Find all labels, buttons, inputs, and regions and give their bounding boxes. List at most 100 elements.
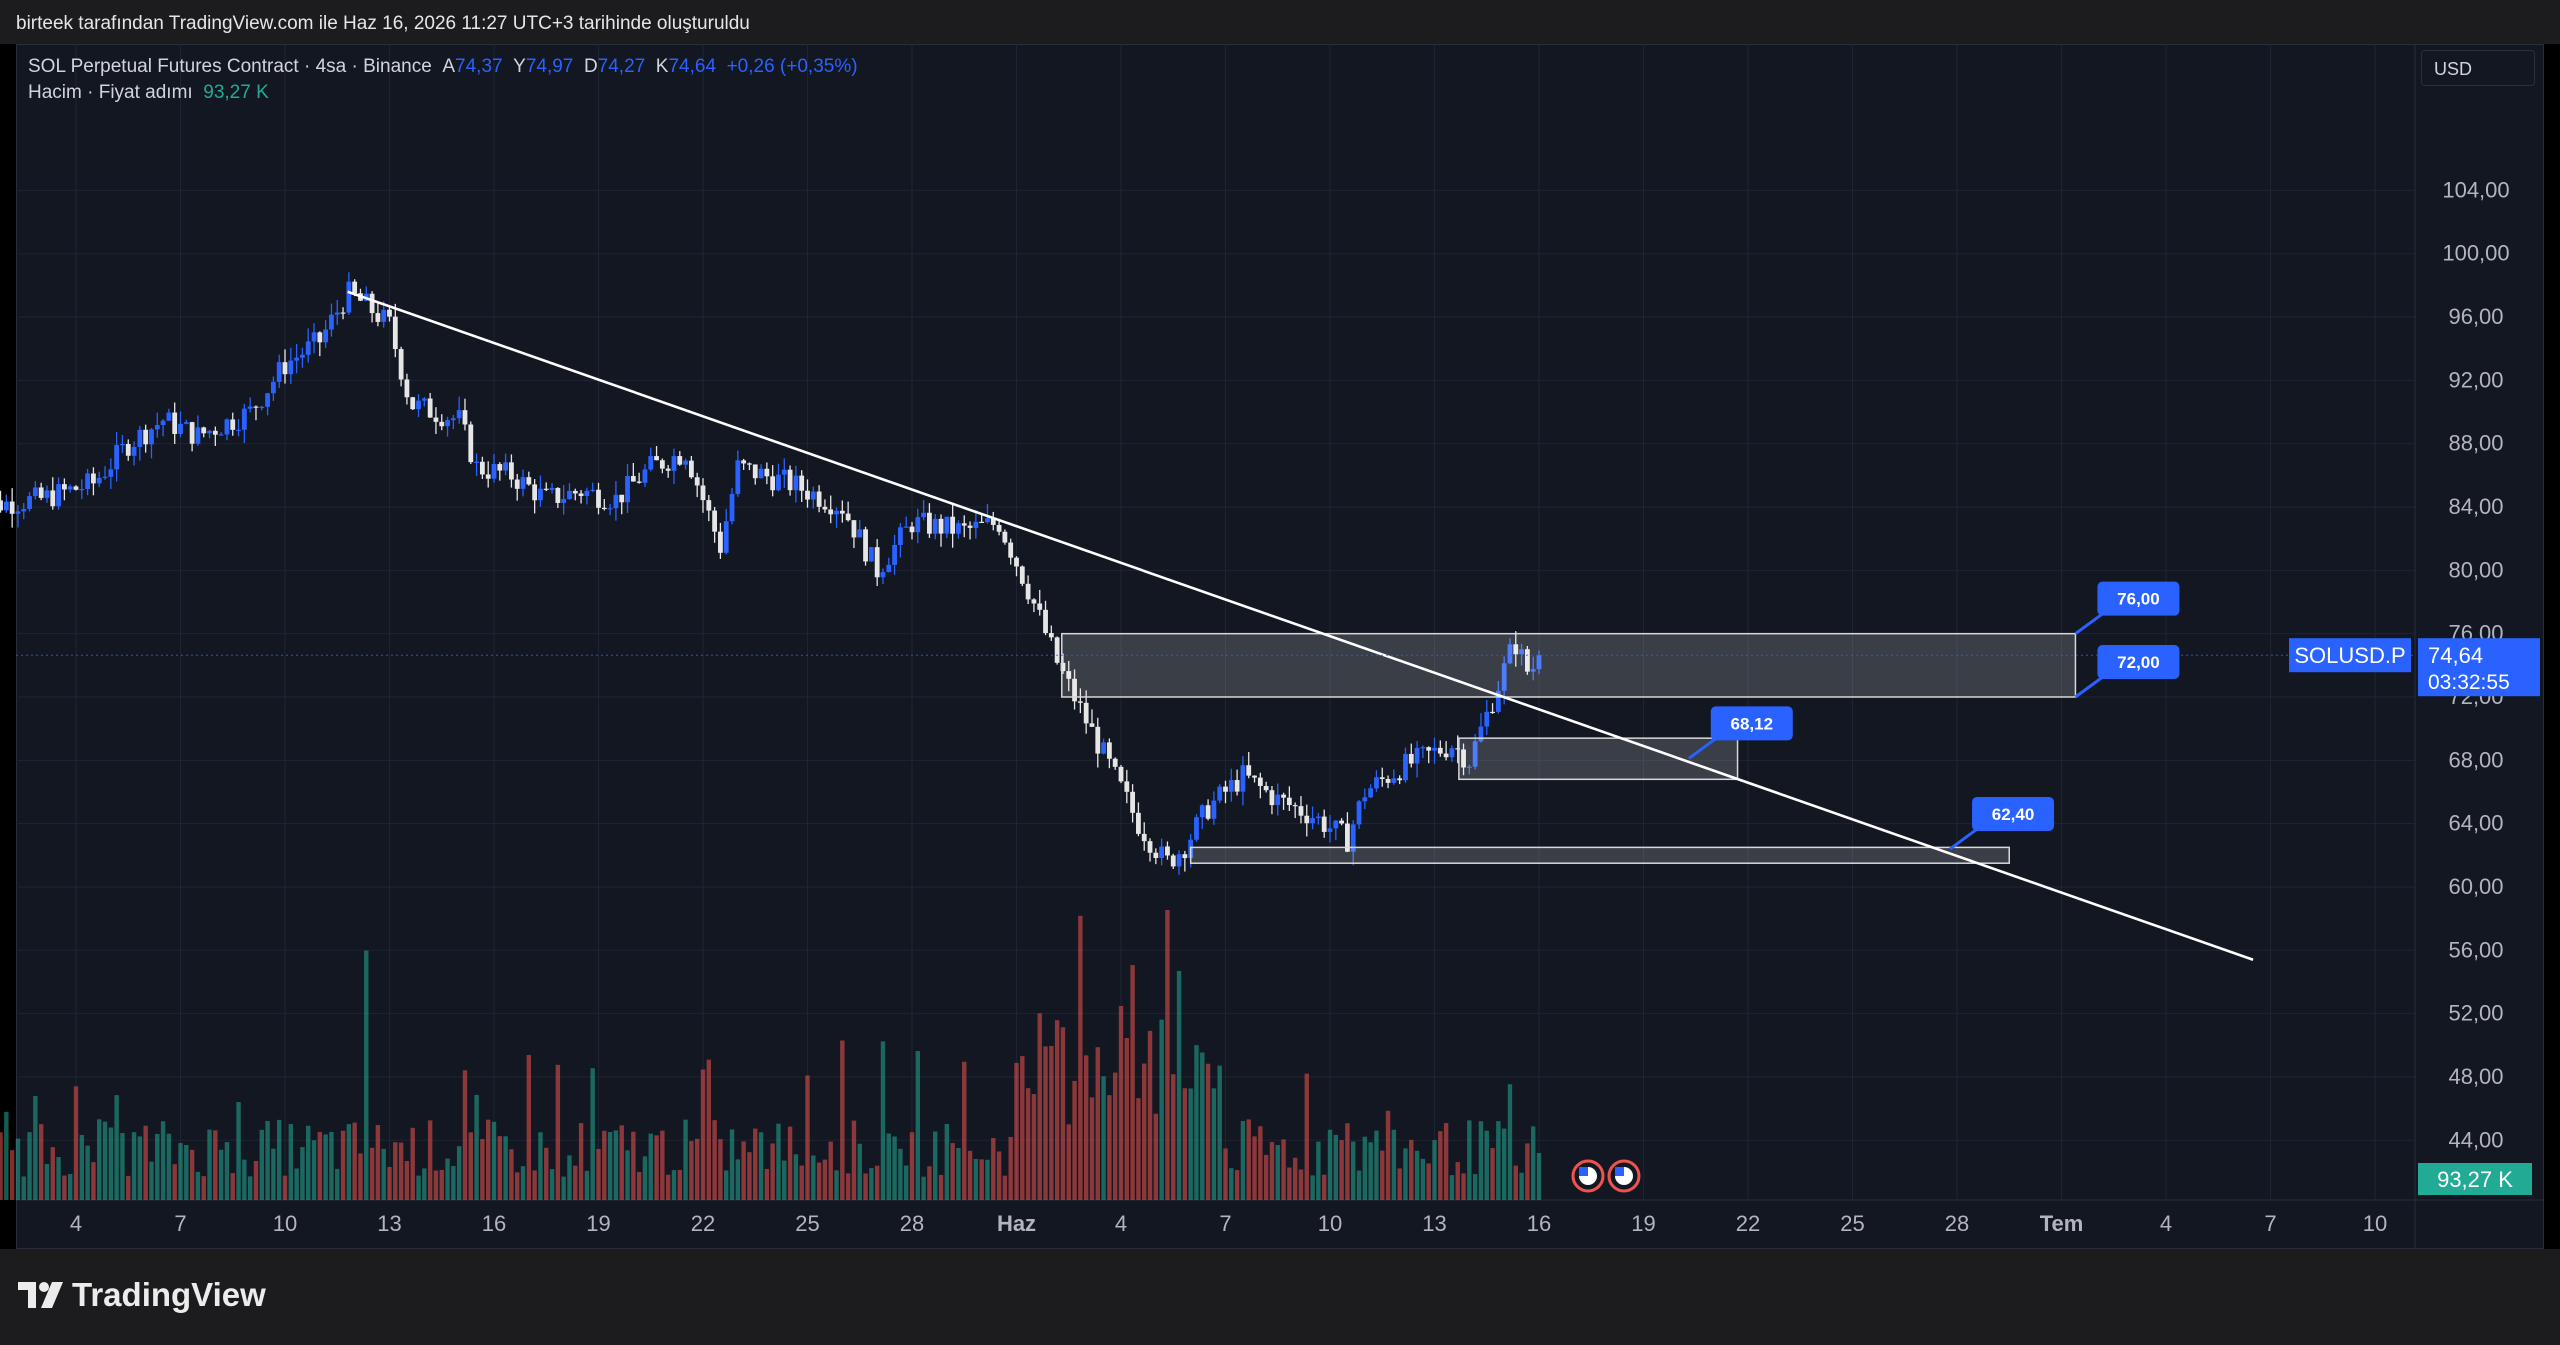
volume-bar <box>1287 1167 1292 1200</box>
volume-bar <box>1484 1130 1489 1200</box>
candle-body <box>828 509 834 515</box>
volume-bar <box>160 1121 166 1200</box>
volume-bar <box>97 1119 102 1200</box>
candle-body <box>207 430 212 434</box>
volume-bar <box>712 1120 717 1200</box>
candle-body <box>990 518 996 525</box>
volume-bar <box>938 1174 944 1200</box>
candle-body <box>1420 747 1426 749</box>
volume-bar <box>1083 1055 1089 1200</box>
candle-body <box>659 460 665 469</box>
candle-body <box>1379 777 1385 780</box>
candle-body <box>1397 778 1403 781</box>
time-tick-label: 4 <box>1115 1211 1127 1236</box>
candle-body <box>154 425 160 430</box>
volume-bar <box>991 1138 996 1200</box>
candle-body <box>1252 775 1257 778</box>
volume-bar <box>1153 1113 1159 1200</box>
candle-body <box>305 341 311 355</box>
volume-bar <box>468 1132 473 1200</box>
volume-bar <box>724 1170 729 1200</box>
candle-body <box>85 473 91 490</box>
volume-bar <box>195 1171 201 1200</box>
callout-pointer <box>1687 735 1720 760</box>
volume-bar <box>857 1143 862 1200</box>
created-by-text: birteek tarafından TradingView.com ile H… <box>16 13 750 34</box>
volume-bar <box>602 1130 607 1200</box>
volume-bar <box>1385 1110 1391 1200</box>
volume-bar <box>1333 1134 1339 1200</box>
volume-bar <box>764 1168 770 1200</box>
volume-bar <box>944 1123 950 1200</box>
volume-indicator-label[interactable]: Hacim · Fiyat adımı <box>28 82 193 103</box>
price-callout: 68,12 <box>1687 706 1793 760</box>
volume-bar <box>787 1126 793 1200</box>
price-tick-label: 56,00 <box>2448 937 2503 962</box>
volume-bar <box>1112 1072 1118 1200</box>
volume-bar <box>903 1165 909 1200</box>
volume-row: Hacim · Fiyat adımı 93,27 K <box>28 82 858 108</box>
volume-indicator-value: 93,27 K <box>203 82 269 103</box>
candle-body <box>985 518 990 523</box>
volume-bar <box>1414 1150 1420 1200</box>
volume-bar <box>776 1123 781 1200</box>
candle-body <box>1257 777 1263 786</box>
candle-body <box>822 506 828 510</box>
volume-bar <box>15 1138 21 1200</box>
callout-label: 68,12 <box>1731 714 1774 733</box>
candle-body <box>932 518 938 534</box>
candle-body <box>1199 805 1205 818</box>
callout-box <box>1710 706 1793 741</box>
candle-body <box>758 468 764 479</box>
volume-bar <box>996 1151 1002 1200</box>
candle-body <box>810 491 816 500</box>
candle-body <box>712 510 718 532</box>
candle-body <box>793 475 799 491</box>
candle-body <box>1362 797 1368 802</box>
currency-button[interactable]: USD <box>2421 50 2535 86</box>
volume-bar <box>236 1102 241 1200</box>
volume-bar <box>753 1128 758 1200</box>
volume-bar <box>898 1148 903 1200</box>
time-tick-label: 13 <box>1422 1211 1446 1236</box>
symbol-title[interactable]: SOL Perpetual Futures Contract · 4sa · B… <box>28 56 432 77</box>
candle-body <box>50 490 56 507</box>
candle-body <box>601 507 607 510</box>
candle-body <box>346 281 352 313</box>
candle-body <box>1345 823 1350 852</box>
candle-body <box>160 420 166 426</box>
volume-bar <box>427 1120 433 1200</box>
tradingview-logo[interactable]: TradingView <box>18 1276 266 1314</box>
volume-bar <box>1258 1126 1263 1200</box>
candle-body <box>1136 812 1141 834</box>
candle-body <box>450 418 456 421</box>
volume-bar <box>311 1140 317 1200</box>
candle-body <box>1031 599 1037 604</box>
volume-bar <box>967 1150 973 1200</box>
candle-body <box>1426 747 1432 751</box>
candle-body <box>805 490 810 500</box>
candle-body <box>1170 855 1176 867</box>
candle-body <box>125 444 131 456</box>
candle-body <box>1484 711 1490 727</box>
candle-body <box>851 520 857 538</box>
volume-bar <box>625 1150 630 1200</box>
volume-bar <box>143 1125 148 1200</box>
volume-bar <box>573 1165 578 1200</box>
time-tick-label: 28 <box>900 1211 924 1236</box>
candle-body <box>212 430 218 435</box>
candle-body <box>334 312 340 315</box>
candle-body <box>1054 637 1060 663</box>
candle-body <box>427 398 433 418</box>
price-tick-label: 64,00 <box>2448 811 2503 836</box>
time-tick-label: 4 <box>70 1211 82 1236</box>
volume-bar <box>741 1141 746 1200</box>
candle-body <box>590 489 596 491</box>
rectangle-zone <box>1458 737 1739 781</box>
volume-bar <box>27 1132 32 1200</box>
volume-bar <box>1263 1154 1269 1200</box>
volume-bar <box>1391 1129 1397 1200</box>
time-tick-label: 25 <box>1840 1211 1864 1236</box>
candle-body <box>509 462 514 480</box>
